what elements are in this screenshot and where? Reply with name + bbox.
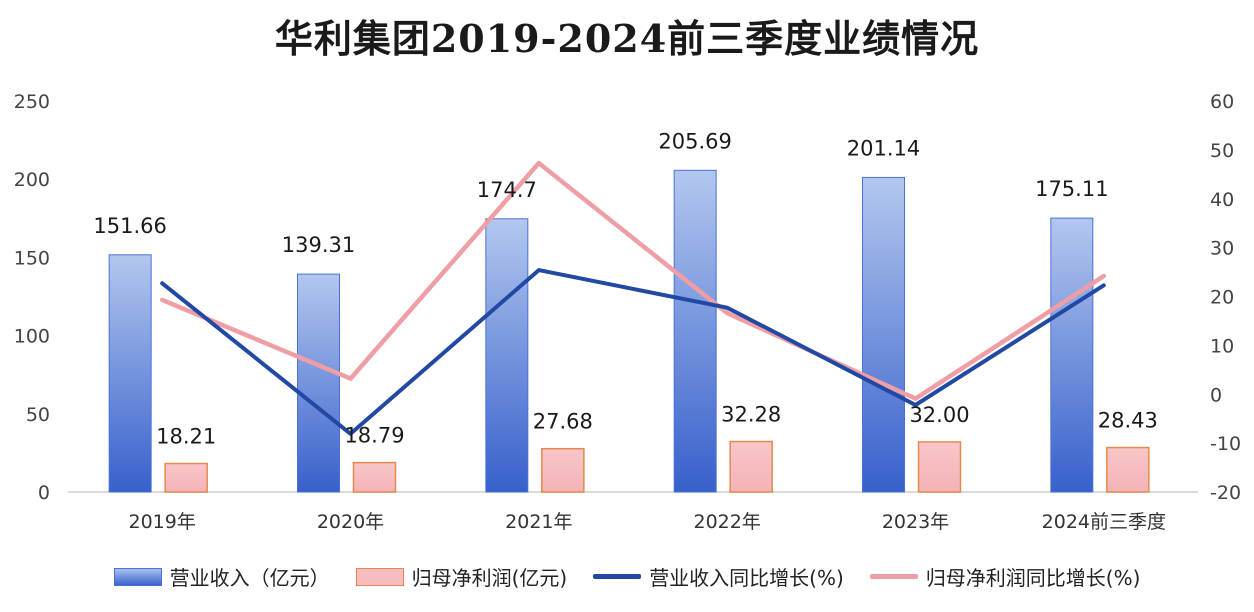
y-right-tick-label: 20: [1210, 287, 1234, 309]
legend: 营业收入（亿元） 归母净利润(亿元) 营业收入同比增长(%) 归母净利润同比增长…: [0, 562, 1254, 591]
x-tick-label: 2022年: [693, 511, 760, 533]
revenue-bar: [1050, 217, 1094, 493]
net-profit-bar: [1106, 446, 1150, 493]
revenue-bar: [673, 169, 717, 493]
legend-swatch-revenue: [113, 567, 162, 586]
x-tick-label: 2020年: [317, 511, 384, 533]
y-left-tick-label: 50: [26, 404, 50, 426]
revenue-data-label: 151.66: [93, 214, 166, 238]
legend-swatch-profit-growth: [869, 574, 918, 579]
net-profit-data-label: 18.21: [156, 425, 216, 449]
net-profit-data-label: 32.28: [721, 403, 781, 427]
net-profit-bar: [541, 447, 585, 493]
legend-label-revenue-growth: 营业收入同比增长(%): [649, 566, 844, 590]
legend-label-net-profit: 归母净利润(亿元): [411, 566, 568, 590]
legend-swatch-net-profit: [355, 567, 404, 586]
net-profit-bar: [164, 462, 208, 493]
chart-title: 华利集团2019-2024前三季度业绩情况: [274, 16, 980, 61]
y-right-tick-label: 10: [1210, 335, 1234, 357]
net-profit-data-label: 28.43: [1098, 409, 1158, 433]
revenue-data-label: 201.14: [847, 136, 920, 160]
net-profit-bar: [729, 440, 773, 493]
legend-item-net-profit: 归母净利润(亿元): [355, 562, 568, 591]
y-right-tick-label: 40: [1210, 189, 1234, 211]
revenue-bar: [297, 273, 340, 493]
legend-item-revenue: 营业收入（亿元）: [113, 562, 330, 591]
y-right-tick-label: 50: [1210, 140, 1234, 162]
y-left-tick-label: 0: [38, 482, 50, 504]
y-left-tick-label: 150: [14, 247, 50, 269]
y-right-tick-label: 30: [1210, 238, 1234, 260]
y-right-tick-label: -20: [1210, 482, 1241, 504]
net-profit-data-label: 32.00: [909, 403, 969, 427]
revenue-data-label: 175.11: [1035, 177, 1108, 201]
legend-item-profit-growth: 归母净利润同比增长(%): [869, 562, 1141, 591]
net-profit-bar: [917, 441, 962, 493]
net-profit-bar: [352, 461, 397, 493]
revenue-bar: [485, 218, 529, 493]
revenue-data-label: 174.7: [477, 178, 537, 202]
profit-growth-line: [159, 160, 1107, 401]
y-left-tick-label: 100: [14, 326, 50, 348]
x-tick-label: 2024前三季度: [1042, 511, 1166, 533]
legend-swatch-revenue-growth: [593, 574, 642, 579]
revenue-bar: [862, 176, 905, 493]
revenue-bar: [108, 254, 152, 493]
revenue-data-label: 139.31: [282, 233, 355, 257]
y-right-tick-label: -10: [1210, 433, 1241, 455]
chart-canvas: 0 50 100 150 200 250 -20 -10 0 10 20 30 40 50 60 2019年 2…: [14, 91, 1241, 533]
x-tick-label: 2023年: [882, 511, 949, 533]
x-tick-label: 2021年: [505, 511, 572, 533]
legend-label-revenue: 营业收入（亿元）: [169, 566, 330, 590]
revenue-data-label: 205.69: [658, 129, 731, 153]
revenue-growth-line: [160, 268, 1106, 436]
net-profit-data-label: 18.79: [344, 424, 404, 448]
y-right-tick-label: 0: [1210, 384, 1222, 406]
legend-item-revenue-growth: 营业收入同比增长(%): [593, 562, 844, 591]
y-left-tick-label: 200: [14, 169, 50, 191]
y-right-tick-label: 60: [1210, 91, 1234, 113]
x-tick-label: 2019年: [128, 511, 195, 533]
y-left-tick-label: 250: [14, 91, 50, 113]
legend-label-profit-growth: 归母净利润同比增长(%): [925, 566, 1141, 590]
net-profit-data-label: 27.68: [533, 410, 593, 434]
